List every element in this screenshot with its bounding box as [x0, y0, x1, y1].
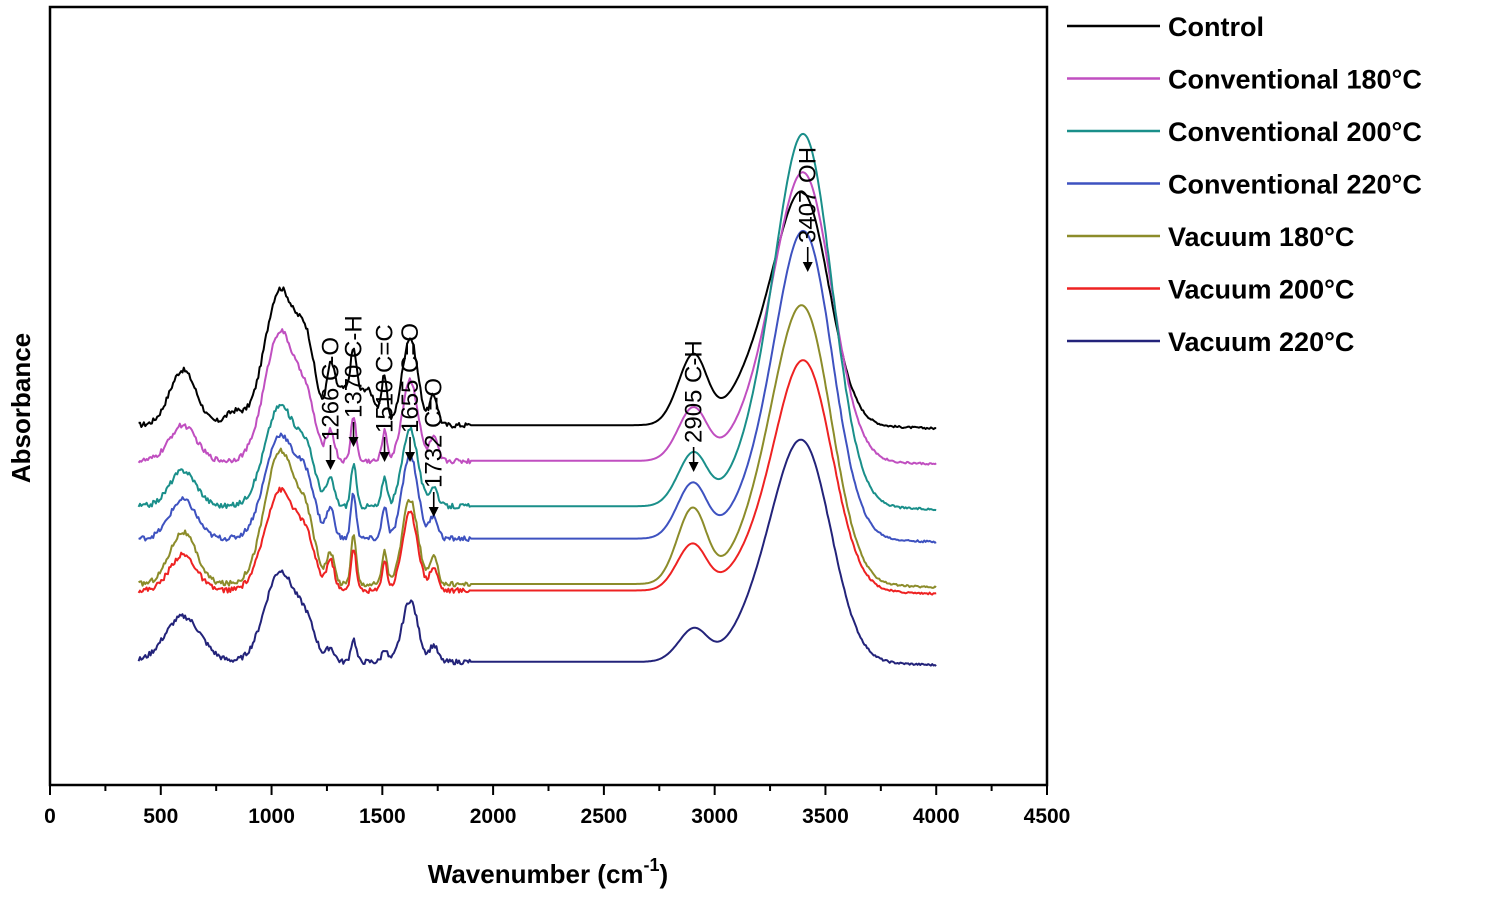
annotation-arrow-head: [348, 437, 359, 447]
annotation-arrow-head: [379, 452, 390, 462]
x-axis-label-close: ): [660, 859, 669, 889]
series-line: [138, 190, 937, 431]
x-tick-label: 4500: [1024, 805, 1071, 828]
legend-label: Vacuum 220°C: [1168, 327, 1354, 357]
annotation-label: 3407 OH: [795, 147, 822, 243]
series-group: [137, 132, 937, 667]
annotation-label: 2905 C-H: [681, 340, 708, 443]
annotation-arrow-head: [688, 462, 699, 472]
x-tick-label: 2000: [470, 805, 517, 828]
annotation-arrow-head: [428, 507, 439, 517]
series-line: [137, 132, 937, 512]
annotation-label: 1732 C=O: [421, 378, 448, 488]
series-line: [137, 171, 937, 466]
x-tick-label: 1000: [248, 805, 295, 828]
annotation-label: 1266 C-O: [317, 337, 344, 441]
legend-label: Vacuum 200°C: [1168, 275, 1354, 305]
x-tick-label: 3500: [802, 805, 849, 828]
series-line: [138, 229, 937, 544]
x-axis-label-sup: -1: [644, 855, 660, 875]
x-tick-label: 500: [143, 805, 178, 828]
legend: Control Conventional 180°C Conventional 20…: [1067, 12, 1422, 357]
x-axis-label: Wavenumber (cm-1): [428, 855, 668, 889]
annotation-label: 1370 C-H: [341, 315, 368, 418]
legend-label: Control: [1168, 12, 1264, 42]
x-tick-label: 4000: [913, 805, 960, 828]
x-tick-label: 3000: [691, 805, 738, 828]
series-line: [138, 304, 937, 589]
x-tick-label: 1500: [359, 805, 406, 828]
x-tick-label: 0: [44, 805, 56, 828]
legend-label: Conventional 200°C: [1168, 117, 1422, 147]
annotation-label: 1510 C=C: [372, 324, 399, 433]
legend-label: Vacuum 180°C: [1168, 222, 1354, 252]
legend-label: Conventional 220°C: [1168, 170, 1422, 200]
y-axis-label: Absorbance: [6, 333, 36, 483]
annotation-label: 1655 C=O: [397, 323, 424, 433]
plot-frame: [48, 5, 1049, 787]
x-tick-label: 2500: [581, 805, 628, 828]
series-line: [137, 359, 937, 596]
legend-label: Conventional 180°C: [1168, 65, 1422, 95]
annotation-arrow-head: [802, 262, 813, 272]
annotation-arrow-head: [405, 452, 416, 462]
x-axis-ticks: 0 500 1000 1500 2000 2500 3000 3500 4000 4500: [44, 785, 1070, 828]
annotation-arrow-head: [325, 460, 336, 470]
series-line: [137, 438, 937, 667]
x-axis-label-main: Wavenumber (cm: [428, 859, 644, 889]
